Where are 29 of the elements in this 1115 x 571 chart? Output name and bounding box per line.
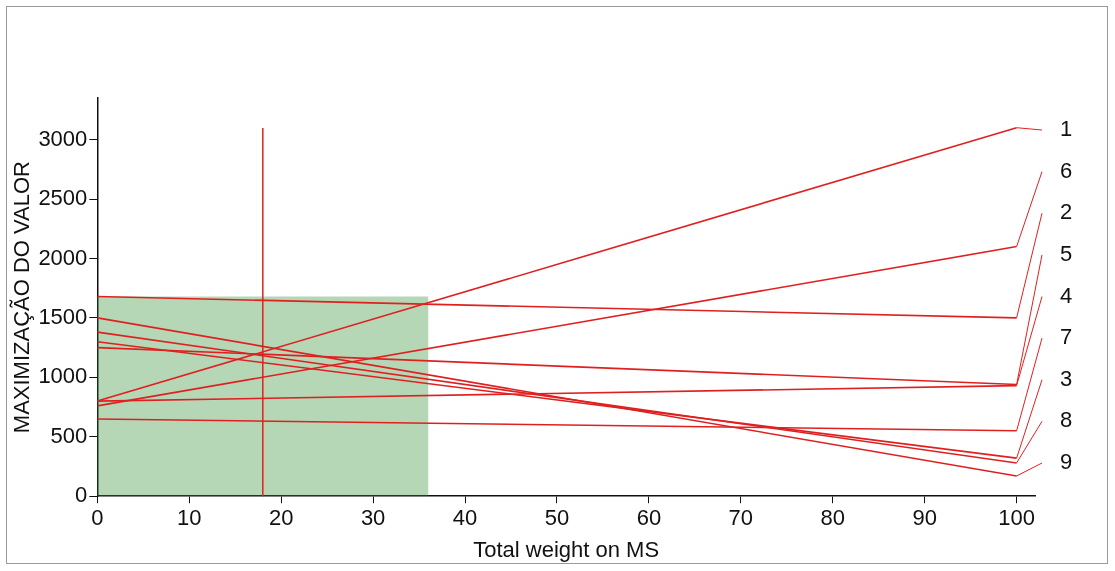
x-tick-label: 20: [268, 505, 294, 531]
x-tick-label: 70: [728, 505, 754, 531]
x-tick-label: 10: [177, 505, 202, 531]
text: 5: [1060, 240, 1073, 266]
x-tick-label: 100: [998, 505, 1035, 531]
text: 4: [1060, 282, 1073, 308]
x-tick-label: 90: [912, 505, 937, 531]
y-tick-label: 2500: [38, 185, 88, 211]
text: 6: [1060, 157, 1073, 183]
y-tick-label: 1500: [38, 303, 88, 329]
text: 7: [1060, 324, 1073, 350]
y-tick-label: 2000: [38, 244, 88, 270]
x-tick-label: 60: [636, 505, 662, 531]
x-tick-label: 30: [360, 505, 386, 531]
text: 3: [1060, 365, 1073, 391]
legend-label: 1: [1060, 116, 1073, 142]
y-axis-title: MAXIMIZAÇÃO DO VALOR: [9, 161, 35, 434]
text: 8: [1060, 407, 1073, 433]
y-tick-label: 3000: [38, 125, 88, 151]
legend-label: 9: [1060, 449, 1073, 475]
y-tick-label: 0: [75, 482, 88, 508]
x-tick-label: 40: [452, 505, 478, 531]
x-tick-label: 80: [820, 505, 845, 531]
x-axis-title: Total weight on MS: [473, 536, 660, 562]
text: 2: [1060, 199, 1073, 225]
x-tick-label: 0: [91, 505, 104, 531]
x-tick-label: 50: [544, 505, 570, 531]
y-tick-label: 500: [50, 422, 88, 448]
y-tick-label: 1000: [38, 363, 88, 389]
